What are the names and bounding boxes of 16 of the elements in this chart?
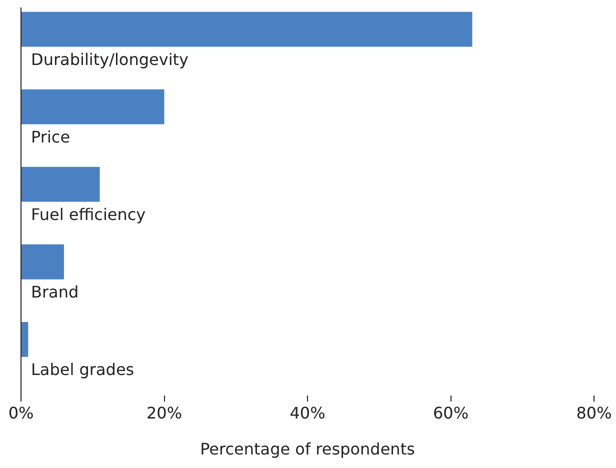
y-tick-label: Durability/longevity: [31, 50, 188, 69]
x-tick-label: 40%: [290, 403, 326, 422]
bar: [22, 166, 100, 202]
x-tick-label: 0%: [8, 403, 34, 422]
y-tick-label: Brand: [31, 282, 79, 302]
bar: [22, 322, 28, 357]
x-tick-label: 80%: [576, 403, 612, 422]
bar: [22, 12, 472, 47]
bar: [22, 89, 164, 124]
x-tick-label: 60%: [432, 403, 469, 422]
y-tick-label: Price: [31, 127, 70, 146]
bar: [22, 244, 64, 280]
x-tick-label: 20%: [146, 403, 182, 422]
x-axis-title: Percentage of respondents: [200, 440, 415, 459]
y-tick-label: Label grades: [31, 360, 134, 379]
y-tick-label: Fuel efficiency: [31, 204, 146, 224]
